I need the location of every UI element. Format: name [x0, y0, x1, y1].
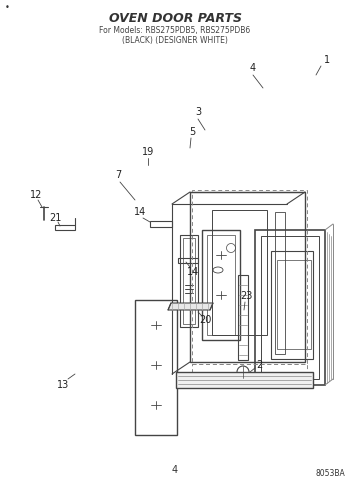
- Text: 14: 14: [187, 267, 199, 277]
- Text: 3: 3: [195, 107, 201, 117]
- Text: 13: 13: [57, 380, 69, 390]
- Text: •: •: [5, 3, 10, 13]
- Polygon shape: [168, 303, 213, 310]
- Text: 5: 5: [189, 127, 195, 137]
- Text: (BLACK) (DESIGNER WHITE): (BLACK) (DESIGNER WHITE): [122, 35, 228, 44]
- Polygon shape: [176, 372, 313, 388]
- Text: OVEN DOOR PARTS: OVEN DOOR PARTS: [108, 12, 241, 25]
- Text: 2: 2: [256, 360, 262, 370]
- Text: 8053BA: 8053BA: [315, 469, 345, 478]
- Text: 12: 12: [30, 190, 42, 200]
- Text: 23: 23: [240, 291, 252, 301]
- Text: For Models: RBS275PDB5, RBS275PDB6: For Models: RBS275PDB5, RBS275PDB6: [99, 26, 251, 34]
- Text: 21: 21: [49, 213, 61, 223]
- Text: 20: 20: [199, 315, 211, 325]
- Text: 14: 14: [134, 207, 146, 217]
- Text: 19: 19: [142, 147, 154, 157]
- Text: 4: 4: [172, 465, 178, 475]
- Text: 4: 4: [250, 63, 256, 73]
- Text: 1: 1: [324, 55, 330, 65]
- Text: 7: 7: [115, 170, 121, 180]
